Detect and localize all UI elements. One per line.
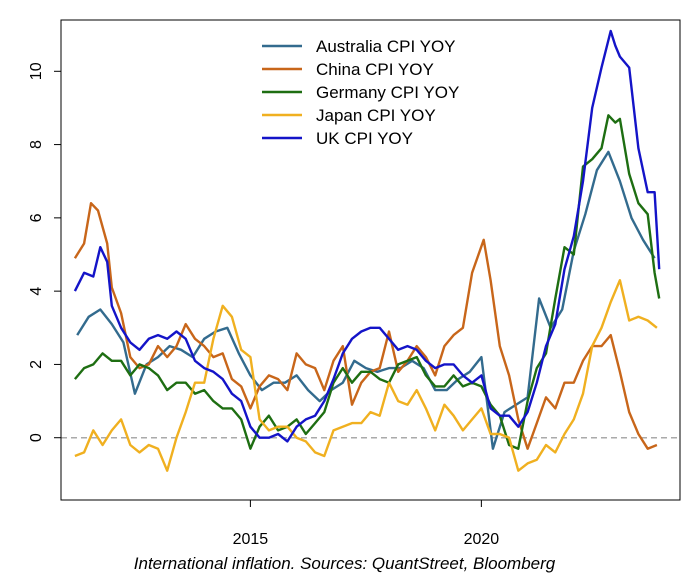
y-tick-label: 4 bbox=[28, 287, 45, 296]
line-chart: 2015 2020 0 2 4 6 8 10 Australia CPI YOY China … bbox=[28, 19, 681, 548]
plot-frame bbox=[60, 19, 681, 501]
series-line-3 bbox=[74, 279, 658, 472]
y-tick-label: 0 bbox=[28, 433, 45, 442]
legend-label: Germany CPI YOY bbox=[316, 83, 459, 102]
legend-label: Japan CPI YOY bbox=[316, 106, 436, 125]
legend: Australia CPI YOY China CPI YOY Germany CP… bbox=[262, 37, 459, 148]
series-lines bbox=[73, 29, 661, 472]
figure-caption: International inflation. Sources: QuantS… bbox=[133, 554, 556, 573]
x-tick-label: 2020 bbox=[464, 531, 500, 548]
series-line-4 bbox=[73, 29, 661, 443]
series-line-1 bbox=[73, 202, 658, 450]
x-axis: 2015 2020 bbox=[233, 500, 500, 548]
legend-label: UK CPI YOY bbox=[316, 129, 413, 148]
y-tick-label: 2 bbox=[28, 360, 45, 369]
legend-label: China CPI YOY bbox=[316, 60, 434, 79]
series-line-2 bbox=[73, 114, 661, 450]
series-line-0 bbox=[76, 150, 656, 450]
y-tick-label: 6 bbox=[28, 213, 45, 222]
y-tick-label: 10 bbox=[28, 62, 45, 80]
y-axis: 0 2 4 6 8 10 bbox=[28, 62, 61, 442]
x-tick-label: 2015 bbox=[233, 531, 269, 548]
y-tick-label: 8 bbox=[28, 140, 45, 149]
legend-label: Australia CPI YOY bbox=[316, 37, 456, 56]
